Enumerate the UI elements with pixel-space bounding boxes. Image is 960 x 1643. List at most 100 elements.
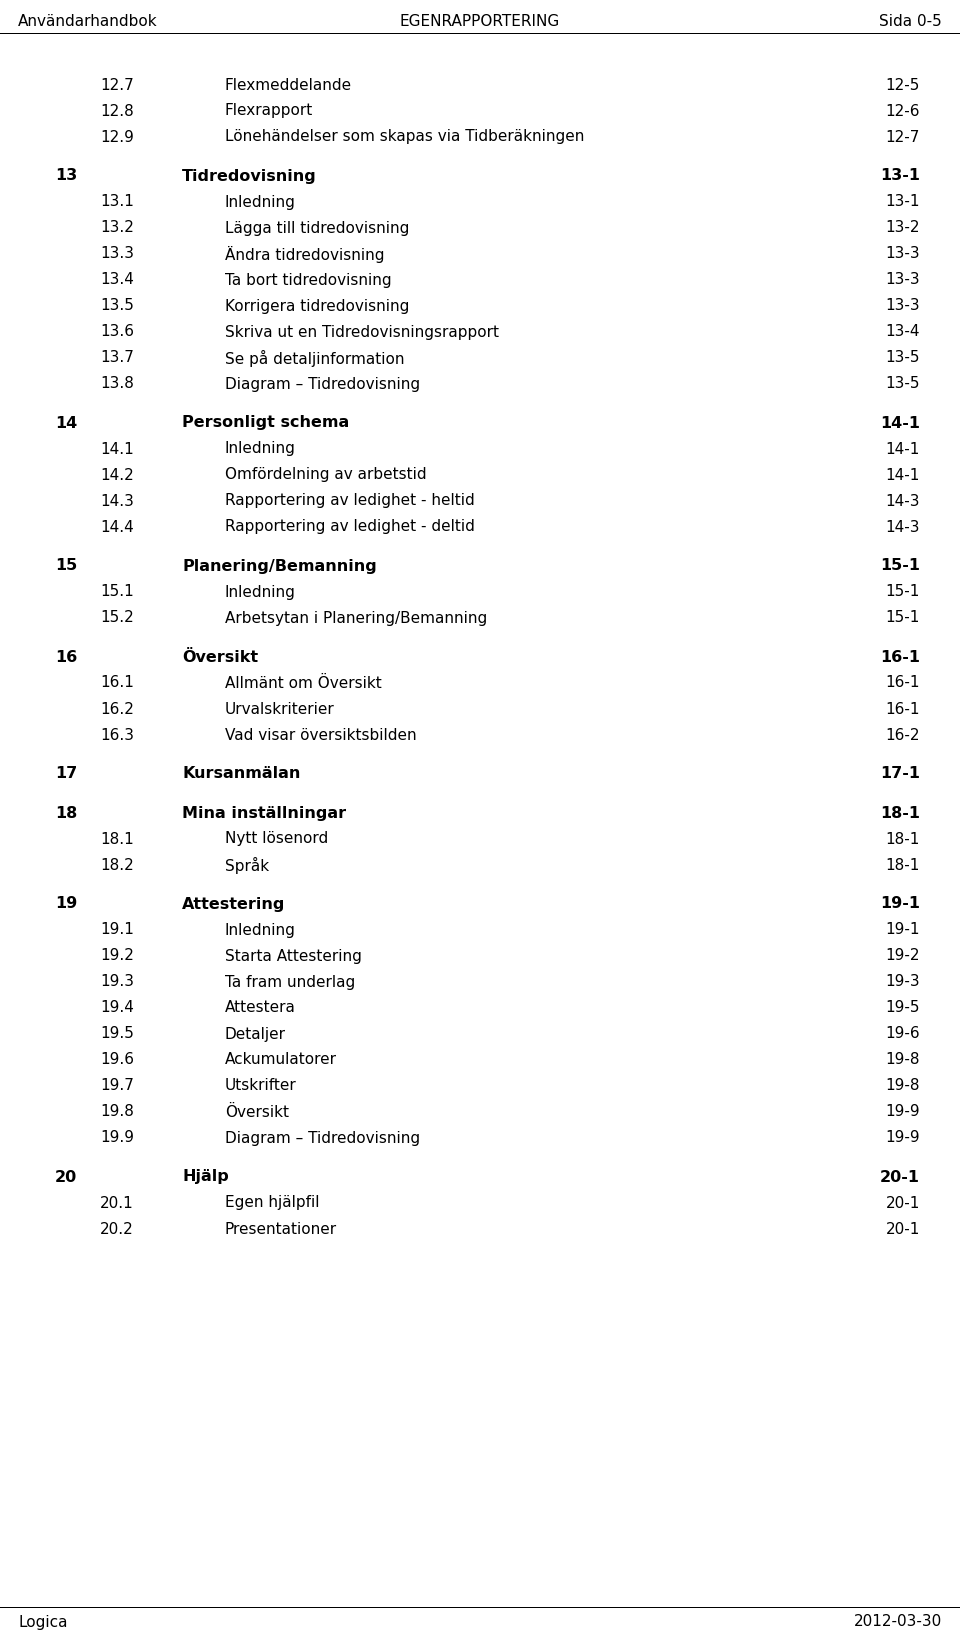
Text: 19.5: 19.5: [100, 1027, 133, 1042]
Text: 19: 19: [55, 897, 77, 912]
Text: 12-6: 12-6: [885, 104, 920, 118]
Text: Flexmeddelande: Flexmeddelande: [225, 77, 352, 92]
Text: Tidredovisning: Tidredovisning: [182, 169, 317, 184]
Text: 14-3: 14-3: [885, 519, 920, 534]
Text: 13.1: 13.1: [100, 194, 133, 210]
Text: Personligt schema: Personligt schema: [182, 416, 349, 430]
Text: 18: 18: [55, 805, 77, 820]
Text: 13-3: 13-3: [885, 299, 920, 314]
Text: 15: 15: [55, 559, 77, 573]
Text: 19.6: 19.6: [100, 1053, 134, 1068]
Text: 12.9: 12.9: [100, 130, 133, 145]
Text: Nytt lösenord: Nytt lösenord: [225, 831, 328, 846]
Text: 13.3: 13.3: [100, 246, 134, 261]
Text: 19.8: 19.8: [100, 1104, 133, 1119]
Text: 19-9: 19-9: [885, 1104, 920, 1119]
Text: 17-1: 17-1: [880, 767, 920, 782]
Text: 13-4: 13-4: [885, 325, 920, 340]
Text: 20-1: 20-1: [886, 1221, 920, 1237]
Text: 15-1: 15-1: [886, 611, 920, 626]
Text: Diagram – Tidredovisning: Diagram – Tidredovisning: [225, 376, 420, 391]
Text: 20.2: 20.2: [100, 1221, 133, 1237]
Text: 19-1: 19-1: [880, 897, 920, 912]
Text: Detaljer: Detaljer: [225, 1027, 286, 1042]
Text: 20-1: 20-1: [880, 1170, 920, 1185]
Text: 14-1: 14-1: [886, 468, 920, 483]
Text: 18.1: 18.1: [100, 831, 133, 846]
Text: Attestering: Attestering: [182, 897, 285, 912]
Text: 13-1: 13-1: [885, 194, 920, 210]
Text: 14: 14: [55, 416, 77, 430]
Text: Inledning: Inledning: [225, 585, 296, 600]
Text: Ta bort tidredovisning: Ta bort tidredovisning: [225, 273, 392, 288]
Text: 15-1: 15-1: [886, 585, 920, 600]
Text: Sida 0-5: Sida 0-5: [879, 15, 942, 30]
Text: Logica: Logica: [18, 1615, 67, 1630]
Text: Skriva ut en Tidredovisningsrapport: Skriva ut en Tidredovisningsrapport: [225, 325, 499, 340]
Text: 12.7: 12.7: [100, 77, 133, 92]
Text: Allmänt om Översikt: Allmänt om Översikt: [225, 675, 382, 690]
Text: 19.4: 19.4: [100, 1001, 133, 1015]
Text: 13.7: 13.7: [100, 350, 133, 365]
Text: Översikt: Översikt: [225, 1104, 289, 1119]
Text: 13.2: 13.2: [100, 220, 133, 235]
Text: Ackumulatorer: Ackumulatorer: [225, 1053, 337, 1068]
Text: Hjälp: Hjälp: [182, 1170, 228, 1185]
Text: 18-1: 18-1: [886, 858, 920, 872]
Text: 20: 20: [55, 1170, 77, 1185]
Text: 13-5: 13-5: [885, 350, 920, 365]
Text: 19.9: 19.9: [100, 1130, 134, 1145]
Text: 13-5: 13-5: [885, 376, 920, 391]
Text: Egen hjälpfil: Egen hjälpfil: [225, 1196, 320, 1211]
Text: 16-2: 16-2: [885, 728, 920, 743]
Text: 16: 16: [55, 649, 77, 664]
Text: 19-8: 19-8: [885, 1053, 920, 1068]
Text: Ta fram underlag: Ta fram underlag: [225, 974, 355, 989]
Text: 19.2: 19.2: [100, 948, 133, 963]
Text: Utskrifter: Utskrifter: [225, 1078, 297, 1094]
Text: Ändra tidredovisning: Ändra tidredovisning: [225, 245, 385, 263]
Text: 18-1: 18-1: [886, 831, 920, 846]
Text: 15-1: 15-1: [880, 559, 920, 573]
Text: 20.1: 20.1: [100, 1196, 133, 1211]
Text: 12-7: 12-7: [886, 130, 920, 145]
Text: Inledning: Inledning: [225, 442, 296, 457]
Text: Användarhandbok: Användarhandbok: [18, 15, 157, 30]
Text: EGENRAPPORTERING: EGENRAPPORTERING: [400, 15, 560, 30]
Text: 13-3: 13-3: [885, 273, 920, 288]
Text: 19-3: 19-3: [885, 974, 920, 989]
Text: 14-1: 14-1: [886, 442, 920, 457]
Text: 19.3: 19.3: [100, 974, 134, 989]
Text: Diagram – Tidredovisning: Diagram – Tidredovisning: [225, 1130, 420, 1145]
Text: Arbetsytan i Planering/Bemanning: Arbetsytan i Planering/Bemanning: [225, 611, 488, 626]
Text: 19-9: 19-9: [885, 1130, 920, 1145]
Text: 14-1: 14-1: [880, 416, 920, 430]
Text: 19-1: 19-1: [885, 922, 920, 938]
Text: Starta Attestering: Starta Attestering: [225, 948, 362, 963]
Text: 13-2: 13-2: [885, 220, 920, 235]
Text: 13-3: 13-3: [885, 246, 920, 261]
Text: 13.5: 13.5: [100, 299, 133, 314]
Text: Attestera: Attestera: [225, 1001, 296, 1015]
Text: 14.1: 14.1: [100, 442, 133, 457]
Text: 19-5: 19-5: [885, 1001, 920, 1015]
Text: 16-1: 16-1: [880, 649, 920, 664]
Text: 19-6: 19-6: [885, 1027, 920, 1042]
Text: Planering/Bemanning: Planering/Bemanning: [182, 559, 376, 573]
Text: 12.8: 12.8: [100, 104, 133, 118]
Text: 18.2: 18.2: [100, 858, 133, 872]
Text: Flexrapport: Flexrapport: [225, 104, 313, 118]
Text: 16-1: 16-1: [885, 702, 920, 716]
Text: 16-1: 16-1: [885, 675, 920, 690]
Text: Presentationer: Presentationer: [225, 1221, 337, 1237]
Text: 19.1: 19.1: [100, 922, 133, 938]
Text: 19.7: 19.7: [100, 1078, 133, 1094]
Text: 13: 13: [55, 169, 77, 184]
Text: Se på detaljinformation: Se på detaljinformation: [225, 350, 404, 366]
Text: Omfördelning av arbetstid: Omfördelning av arbetstid: [225, 468, 426, 483]
Text: Språk: Språk: [225, 856, 269, 874]
Text: 17: 17: [55, 767, 77, 782]
Text: 16.2: 16.2: [100, 702, 133, 716]
Text: 15.2: 15.2: [100, 611, 133, 626]
Text: 15.1: 15.1: [100, 585, 133, 600]
